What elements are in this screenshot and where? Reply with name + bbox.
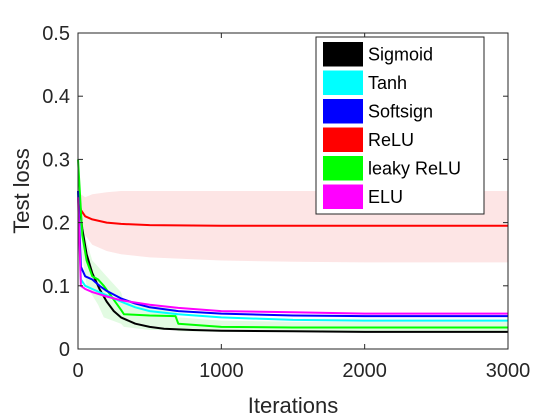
y-tick-label: 0.2 [42, 213, 70, 235]
x-tick-label: 2000 [342, 360, 387, 382]
legend-swatch-tanh [323, 70, 363, 95]
legend-label-leaky-relu: leaky ReLU [368, 158, 461, 178]
legend-swatch-leaky-relu [323, 156, 363, 181]
legend-label-tanh: Tanh [368, 73, 407, 93]
legend-swatch-relu [323, 127, 363, 152]
legend-label-softsign: Softsign [368, 101, 433, 121]
legend-swatch-softsign [323, 99, 363, 124]
legend-label-elu: ELU [368, 187, 403, 207]
series-line-sigmoid [77, 190, 508, 333]
series-lines [77, 159, 508, 333]
y-tick-label: 0 [59, 339, 70, 361]
x-tick-label: 0 [72, 360, 83, 382]
legend-swatch-elu [323, 184, 363, 209]
y-tick-label: 0.1 [42, 276, 70, 298]
legend-label-sigmoid: Sigmoid [368, 44, 433, 64]
y-tick-label: 0.4 [42, 86, 70, 108]
plot-frame [77, 32, 509, 350]
axis-ticks: 0 1000 2000 3000 0 0.1 0.2 0.3 0.4 0.5 [42, 23, 530, 382]
legend-label-relu: ReLU [368, 130, 414, 150]
legend: Sigmoid Tanh Softsign ReLU leaky ReLU ELU [315, 36, 485, 215]
legend-swatch-sigmoid [323, 42, 363, 67]
series-line-elu [77, 197, 508, 315]
series-line-leaky-relu [77, 159, 508, 329]
x-tick-label: 1000 [199, 360, 244, 382]
y-tick-label: 0.3 [42, 149, 70, 171]
series-line-relu [77, 190, 508, 227]
x-tick-label: 3000 [486, 360, 531, 382]
y-axis-label: Test loss [9, 148, 34, 234]
x-axis-label: Iterations [248, 393, 339, 418]
series-line-tanh [77, 190, 508, 322]
y-tick-label: 0.5 [42, 23, 70, 45]
band-leaky-relu [78, 159, 508, 332]
